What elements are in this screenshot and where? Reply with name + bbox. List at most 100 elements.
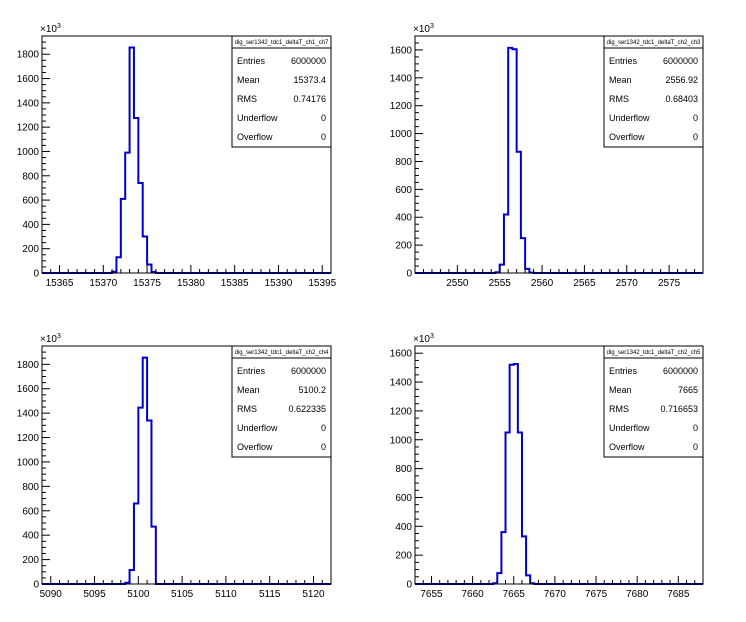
stat-label: Mean — [609, 385, 632, 395]
y-tick-label: 200 — [395, 551, 412, 562]
y-axis-multiplier: ×103 — [413, 23, 434, 35]
x-tick-label: 5100 — [127, 589, 150, 600]
y-axis-multiplier: ×103 — [40, 23, 61, 35]
histogram-title: dig_ser1342_tdc1_deltaT_ch1_ch7 — [235, 40, 329, 46]
y-tick-label: 1400 — [390, 73, 413, 84]
plot-frame — [414, 345, 704, 585]
stat-label: RMS — [609, 404, 629, 414]
stat-label: Overflow — [609, 132, 645, 142]
x-tick-label: 2575 — [658, 278, 681, 289]
y-tick-label: 0 — [406, 580, 412, 591]
stat-value: 6000000 — [663, 56, 698, 66]
plot-frame — [41, 345, 332, 585]
stat-label: Overflow — [237, 442, 273, 452]
stat-value: 0 — [321, 423, 326, 433]
y-tick-label: 1600 — [17, 74, 40, 85]
stat-value: 0 — [693, 442, 698, 452]
x-tick-label: 2555 — [489, 278, 512, 289]
stat-label: Mean — [237, 75, 260, 85]
x-tick-label: 2570 — [616, 278, 639, 289]
stat-value: 0 — [693, 132, 698, 142]
stat-value: 0 — [693, 423, 698, 433]
x-tick-label: 5105 — [171, 589, 194, 600]
stats-box: dig_ser1342_tdc1_deltaT_ch2_ch4 Entries 60… — [231, 345, 332, 458]
y-axis-multiplier-exponent: 3 — [430, 23, 434, 30]
y-tick-label: 1200 — [17, 123, 40, 134]
stat-label: Overflow — [237, 132, 273, 142]
y-tick-label: 1000 — [17, 457, 40, 468]
y-tick-label: 0 — [33, 269, 39, 280]
y-tick-label: 1600 — [17, 384, 40, 395]
y-axis-multiplier: ×103 — [413, 333, 434, 345]
y-tick-label: 0 — [33, 580, 39, 591]
y-tick-label: 600 — [395, 493, 412, 504]
x-tick-label: 2560 — [531, 278, 554, 289]
stat-label: Underflow — [237, 423, 278, 433]
x-tick-label: 7655 — [420, 589, 443, 600]
x-tick-label: 5115 — [259, 589, 281, 600]
y-tick-label: 800 — [395, 157, 412, 168]
y-tick-label: 800 — [22, 482, 39, 493]
x-tick-label: 15395 — [308, 278, 336, 289]
y-tick-label: 1400 — [390, 378, 413, 389]
stat-value: 6000000 — [663, 366, 698, 376]
y-tick-label: 800 — [22, 171, 39, 182]
x-tick-label: 7680 — [626, 589, 649, 600]
x-tick-label: 7665 — [503, 589, 526, 600]
histogram-panel-2: 2550 2555 2560 2565 2570 2575 0 200 400 600 800 100… — [390, 23, 704, 289]
y-tick-label: 400 — [395, 213, 412, 224]
stat-value: 5100.2 — [298, 385, 326, 395]
y-tick-label: 1000 — [17, 147, 40, 158]
y-tick-label: 600 — [22, 506, 39, 517]
stat-label: Underflow — [237, 113, 278, 123]
y-tick-label: 1800 — [17, 50, 40, 61]
stat-value: 0.716653 — [660, 404, 698, 414]
stat-label: RMS — [609, 94, 629, 104]
x-tick-label: 5095 — [83, 589, 106, 600]
stats-box-frame — [603, 345, 704, 458]
y-tick-label: 1000 — [390, 435, 413, 446]
y-tick-label: 200 — [395, 241, 412, 252]
x-tick-label: 7675 — [585, 589, 608, 600]
y-tick-label: 600 — [395, 185, 412, 196]
stat-label: Entries — [609, 56, 638, 66]
stat-value: 0.74176 — [293, 94, 326, 104]
stat-label: Mean — [237, 385, 260, 395]
stat-value: 2556.92 — [665, 75, 698, 85]
stat-value: 0 — [321, 132, 326, 142]
histogram-panel-1: 15365 15370 15375 15380 15385 15390 15395 0 200 4… — [17, 23, 337, 289]
y-tick-label: 1800 — [17, 360, 40, 371]
y-tick-label: 1400 — [17, 409, 40, 420]
stat-label: Overflow — [609, 442, 645, 452]
y-tick-label: 400 — [22, 531, 39, 542]
stats-box: dig_ser1342_tdc1_deltaT_ch2_ch3 Entries 60… — [603, 35, 704, 148]
stat-value: 6000000 — [291, 366, 326, 376]
stats-box: dig_ser1342_tdc1_deltaT_ch2_ch5 Entries 60… — [603, 345, 704, 458]
x-tick-label: 2550 — [446, 278, 469, 289]
x-tick-label: 7660 — [461, 589, 484, 600]
y-tick-label: 200 — [22, 244, 39, 255]
x-tick-label: 15385 — [221, 278, 249, 289]
stats-box: dig_ser1342_tdc1_deltaT_ch1_ch7 Entries 60… — [231, 35, 332, 148]
x-tick-label: 5110 — [215, 589, 237, 600]
histogram-series-line — [42, 356, 331, 585]
stat-label: Mean — [609, 75, 632, 85]
stat-value: 6000000 — [291, 56, 326, 66]
x-tick-label: 5090 — [40, 589, 63, 600]
stat-label: Underflow — [609, 113, 650, 123]
y-axis-multiplier-exponent: 3 — [57, 333, 61, 340]
y-tick-label: 1400 — [17, 98, 40, 109]
stat-value: 0 — [321, 113, 326, 123]
stats-box-frame — [231, 345, 332, 458]
histogram-title: dig_ser1342_tdc1_deltaT_ch2_ch3 — [607, 40, 701, 46]
y-axis-multiplier: ×103 — [40, 333, 61, 345]
histogram-series-line — [42, 46, 331, 274]
x-tick-label: 15370 — [89, 278, 117, 289]
y-axis-multiplier-exponent: 3 — [430, 333, 434, 340]
stat-value: 7665 — [678, 385, 698, 395]
stat-label: Underflow — [609, 423, 650, 433]
y-axis-multiplier-exponent: 3 — [57, 23, 61, 30]
stat-value: 0.68403 — [665, 94, 698, 104]
y-tick-label: 1000 — [390, 129, 413, 140]
